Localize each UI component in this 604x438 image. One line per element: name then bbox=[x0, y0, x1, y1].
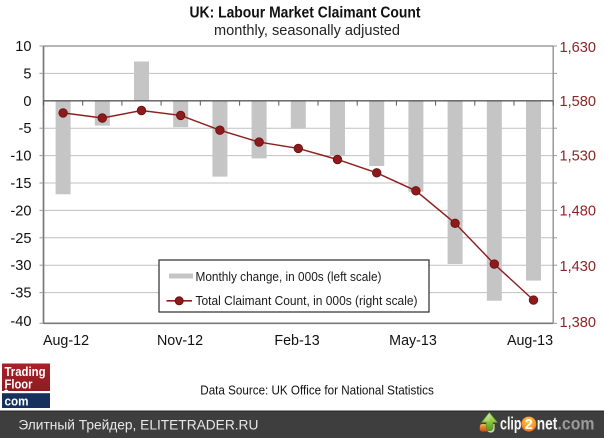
svg-text:Aug-12: Aug-12 bbox=[43, 333, 89, 349]
svg-text:-15: -15 bbox=[10, 176, 31, 192]
svg-text:-5: -5 bbox=[19, 121, 32, 137]
svg-text:Floor: Floor bbox=[5, 377, 33, 392]
svg-text:-10: -10 bbox=[10, 149, 31, 165]
svg-text:-25: -25 bbox=[10, 231, 31, 247]
svg-text:1,630: 1,630 bbox=[560, 40, 597, 56]
svg-text:.com: .com bbox=[558, 414, 595, 434]
svg-text:5: 5 bbox=[23, 66, 31, 82]
svg-text:Data Source: UK Office for Nat: Data Source: UK Office for National Stat… bbox=[200, 382, 433, 397]
svg-text:10: 10 bbox=[15, 39, 31, 55]
svg-text:monthly, seasonally adjusted: monthly, seasonally adjusted bbox=[214, 22, 400, 39]
svg-text:-40: -40 bbox=[10, 314, 31, 330]
svg-text:-35: -35 bbox=[10, 286, 31, 302]
svg-text:UK: Labour Market Claimant Cou: UK: Labour Market Claimant Count bbox=[190, 5, 421, 22]
svg-text:-30: -30 bbox=[10, 258, 31, 274]
svg-text:1,430: 1,430 bbox=[560, 259, 597, 275]
svg-text:Aug-13: Aug-13 bbox=[507, 333, 553, 349]
svg-text:Monthly change, in 000s (left: Monthly change, in 000s (left scale) bbox=[196, 269, 382, 284]
svg-text:-20: -20 bbox=[10, 203, 31, 219]
svg-text:1,580: 1,580 bbox=[560, 94, 597, 110]
svg-text:clip: clip bbox=[500, 414, 522, 434]
svg-text:Элитный Трейдер, ELITETRADER.R: Элитный Трейдер, ELITETRADER.RU bbox=[18, 417, 258, 433]
svg-text:May-13: May-13 bbox=[389, 333, 437, 349]
svg-text:net: net bbox=[537, 414, 558, 434]
svg-text:1,380: 1,380 bbox=[560, 315, 597, 331]
svg-text:2: 2 bbox=[525, 417, 533, 433]
svg-text:1,530: 1,530 bbox=[560, 149, 597, 165]
svg-text:Total Claimant Count, in 000s: Total Claimant Count, in 000s (right sca… bbox=[196, 293, 418, 308]
svg-text:Nov-12: Nov-12 bbox=[157, 333, 203, 349]
svg-text:0: 0 bbox=[23, 94, 31, 110]
svg-text:1,480: 1,480 bbox=[560, 203, 597, 219]
svg-text:com: com bbox=[5, 393, 29, 408]
svg-text:Feb-13: Feb-13 bbox=[274, 333, 319, 349]
svg-text:Trading: Trading bbox=[5, 364, 46, 379]
